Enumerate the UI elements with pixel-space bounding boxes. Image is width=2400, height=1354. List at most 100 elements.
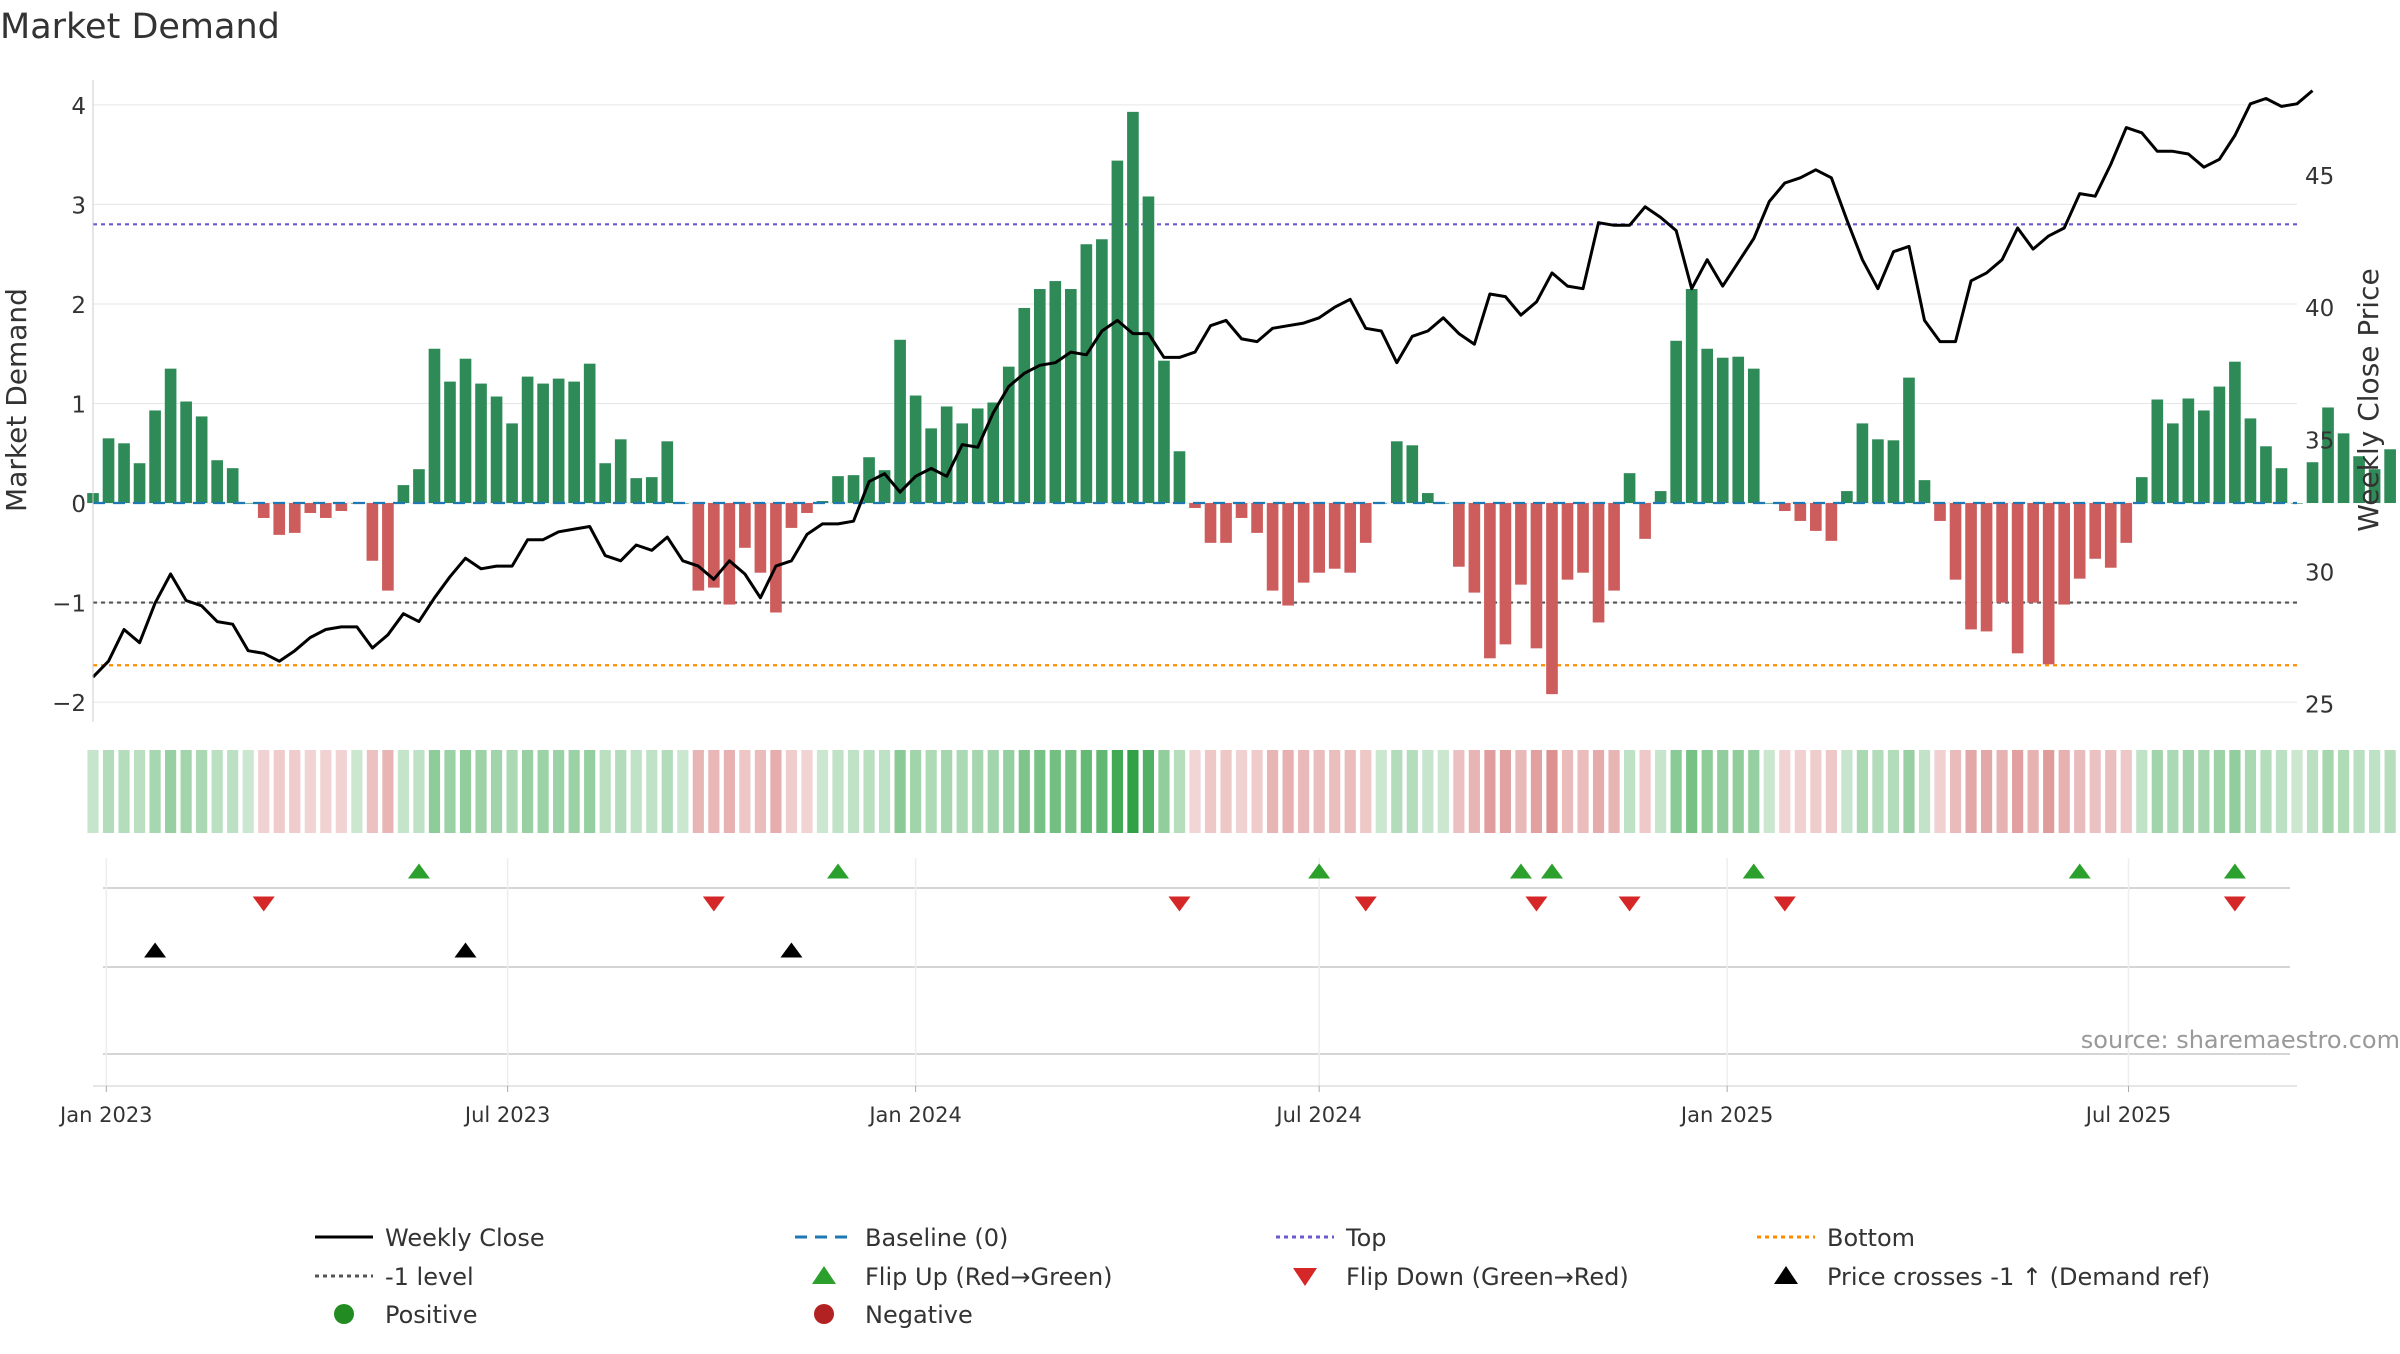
strip-cell [1391, 750, 1403, 833]
y-tick-left-label: 0 [71, 492, 86, 518]
y-tick-left-label: 2 [71, 293, 86, 319]
demand-bar [878, 470, 891, 504]
demand-bar [444, 381, 456, 504]
demand-bar [739, 503, 751, 548]
legend-item: Positive [334, 1301, 478, 1329]
demand-bar [537, 383, 549, 504]
flip-up-marker [2068, 863, 2091, 879]
demand-bar [1763, 503, 1776, 504]
close-line-layer [91, 89, 2314, 679]
strip-cell [506, 750, 518, 833]
x-tick-label: Jan 2024 [867, 1103, 962, 1127]
strip-cell [1515, 750, 1527, 833]
legend-triangle-up-swatch [812, 1266, 836, 1284]
demand-bar [847, 475, 860, 504]
strip-cell [2136, 750, 2148, 833]
demand-bar [1204, 503, 1217, 543]
demand-bar [1716, 357, 1729, 504]
strip-cell [1608, 750, 1620, 833]
demand-bar [1623, 473, 1636, 504]
legend-label: Negative [865, 1301, 973, 1329]
flip-up-marker [2223, 863, 2246, 879]
y-axis-right: 25 30 35 40 45 [2305, 164, 2334, 718]
strip-cell [1344, 750, 1356, 833]
demand-bar [2167, 423, 2179, 504]
strip-cell [1049, 750, 1061, 833]
demand-bar [1685, 289, 1698, 504]
demand-bar [2027, 503, 2039, 603]
demand-bar [2213, 386, 2226, 504]
x-tick-label: Jul 2025 [2084, 1103, 2171, 1127]
demand-bar [754, 503, 767, 573]
demand-bar [1406, 445, 1419, 504]
demand-bar [195, 416, 208, 504]
flip-down-marker [1168, 896, 1191, 912]
demand-bar [1639, 503, 1651, 539]
demand-bar [1049, 281, 1062, 504]
strip-cell [428, 750, 441, 833]
strip-cell [1111, 750, 1123, 833]
strip-cell [1096, 750, 1108, 833]
demand-bar [2135, 477, 2148, 504]
strip-cell [1158, 750, 1170, 833]
y-tick-left-label: 1 [71, 392, 86, 418]
demand-bar [304, 503, 317, 513]
strip-cell [2198, 750, 2210, 833]
demand-bar [2073, 503, 2086, 579]
demand-bar [1949, 503, 1962, 580]
demand-bar [1220, 503, 1232, 543]
strip-cell [2089, 750, 2101, 833]
legend-label: Price crosses -1 ↑ (Demand ref) [1827, 1263, 2210, 1291]
flip-up-marker [1540, 863, 1563, 879]
demand-bar [1421, 493, 1434, 504]
demand-bar [1825, 503, 1838, 541]
demand-bar [708, 503, 720, 588]
demand-bar [149, 410, 161, 504]
demand-bar [2244, 418, 2257, 504]
demand-bar [1654, 491, 1667, 504]
strip-cell [1965, 750, 1977, 833]
strip-cell [2275, 750, 2288, 833]
demand-bar [832, 476, 844, 504]
demand-bar [2353, 456, 2365, 504]
strip-cell [1065, 750, 1077, 833]
strip-cell [2105, 750, 2117, 833]
x-tick-label: Jul 2024 [1274, 1103, 1361, 1127]
strip-cell [1980, 750, 1993, 833]
demand-bar [1872, 439, 1884, 504]
demand-bar [770, 503, 782, 613]
demand-bar [2011, 503, 2024, 654]
strip-cell [894, 750, 906, 833]
demand-bar [1965, 503, 1977, 630]
strip-cell [1639, 750, 1651, 833]
demand-bar [413, 469, 425, 504]
demand-bar [1778, 503, 1791, 511]
demand-color-strip [87, 750, 2396, 833]
strip-cell [739, 750, 751, 833]
strip-cell [1530, 750, 1543, 833]
demand-bar [894, 339, 906, 504]
strip-cell [1872, 750, 1884, 833]
strip-cell [196, 750, 208, 833]
legend-triangle-up-swatch [1774, 1266, 1798, 1284]
legend-label: Flip Up (Red→Green) [865, 1263, 1113, 1291]
demand-bar [940, 406, 953, 504]
event-markers [144, 863, 2246, 958]
y-tick-right-label: 35 [2305, 428, 2334, 454]
strip-cell [1887, 750, 1900, 833]
strip-cell [1018, 750, 1030, 833]
legend-item: Baseline (0) [795, 1224, 1008, 1252]
demand-bar [1142, 196, 1155, 504]
demand-bar [102, 438, 115, 504]
legend-label: Baseline (0) [865, 1224, 1008, 1252]
strip-cell [1282, 750, 1294, 833]
y-tick-right-label: 40 [2305, 296, 2334, 322]
strip-cell [2120, 750, 2132, 833]
strip-cell [972, 750, 984, 833]
strip-cell [1220, 750, 1232, 833]
demand-bar [273, 503, 286, 535]
demand-bar [1033, 289, 1046, 504]
strip-cell [785, 750, 798, 833]
y-axis-left: −2 −1 0 1 2 3 4 [52, 80, 94, 722]
